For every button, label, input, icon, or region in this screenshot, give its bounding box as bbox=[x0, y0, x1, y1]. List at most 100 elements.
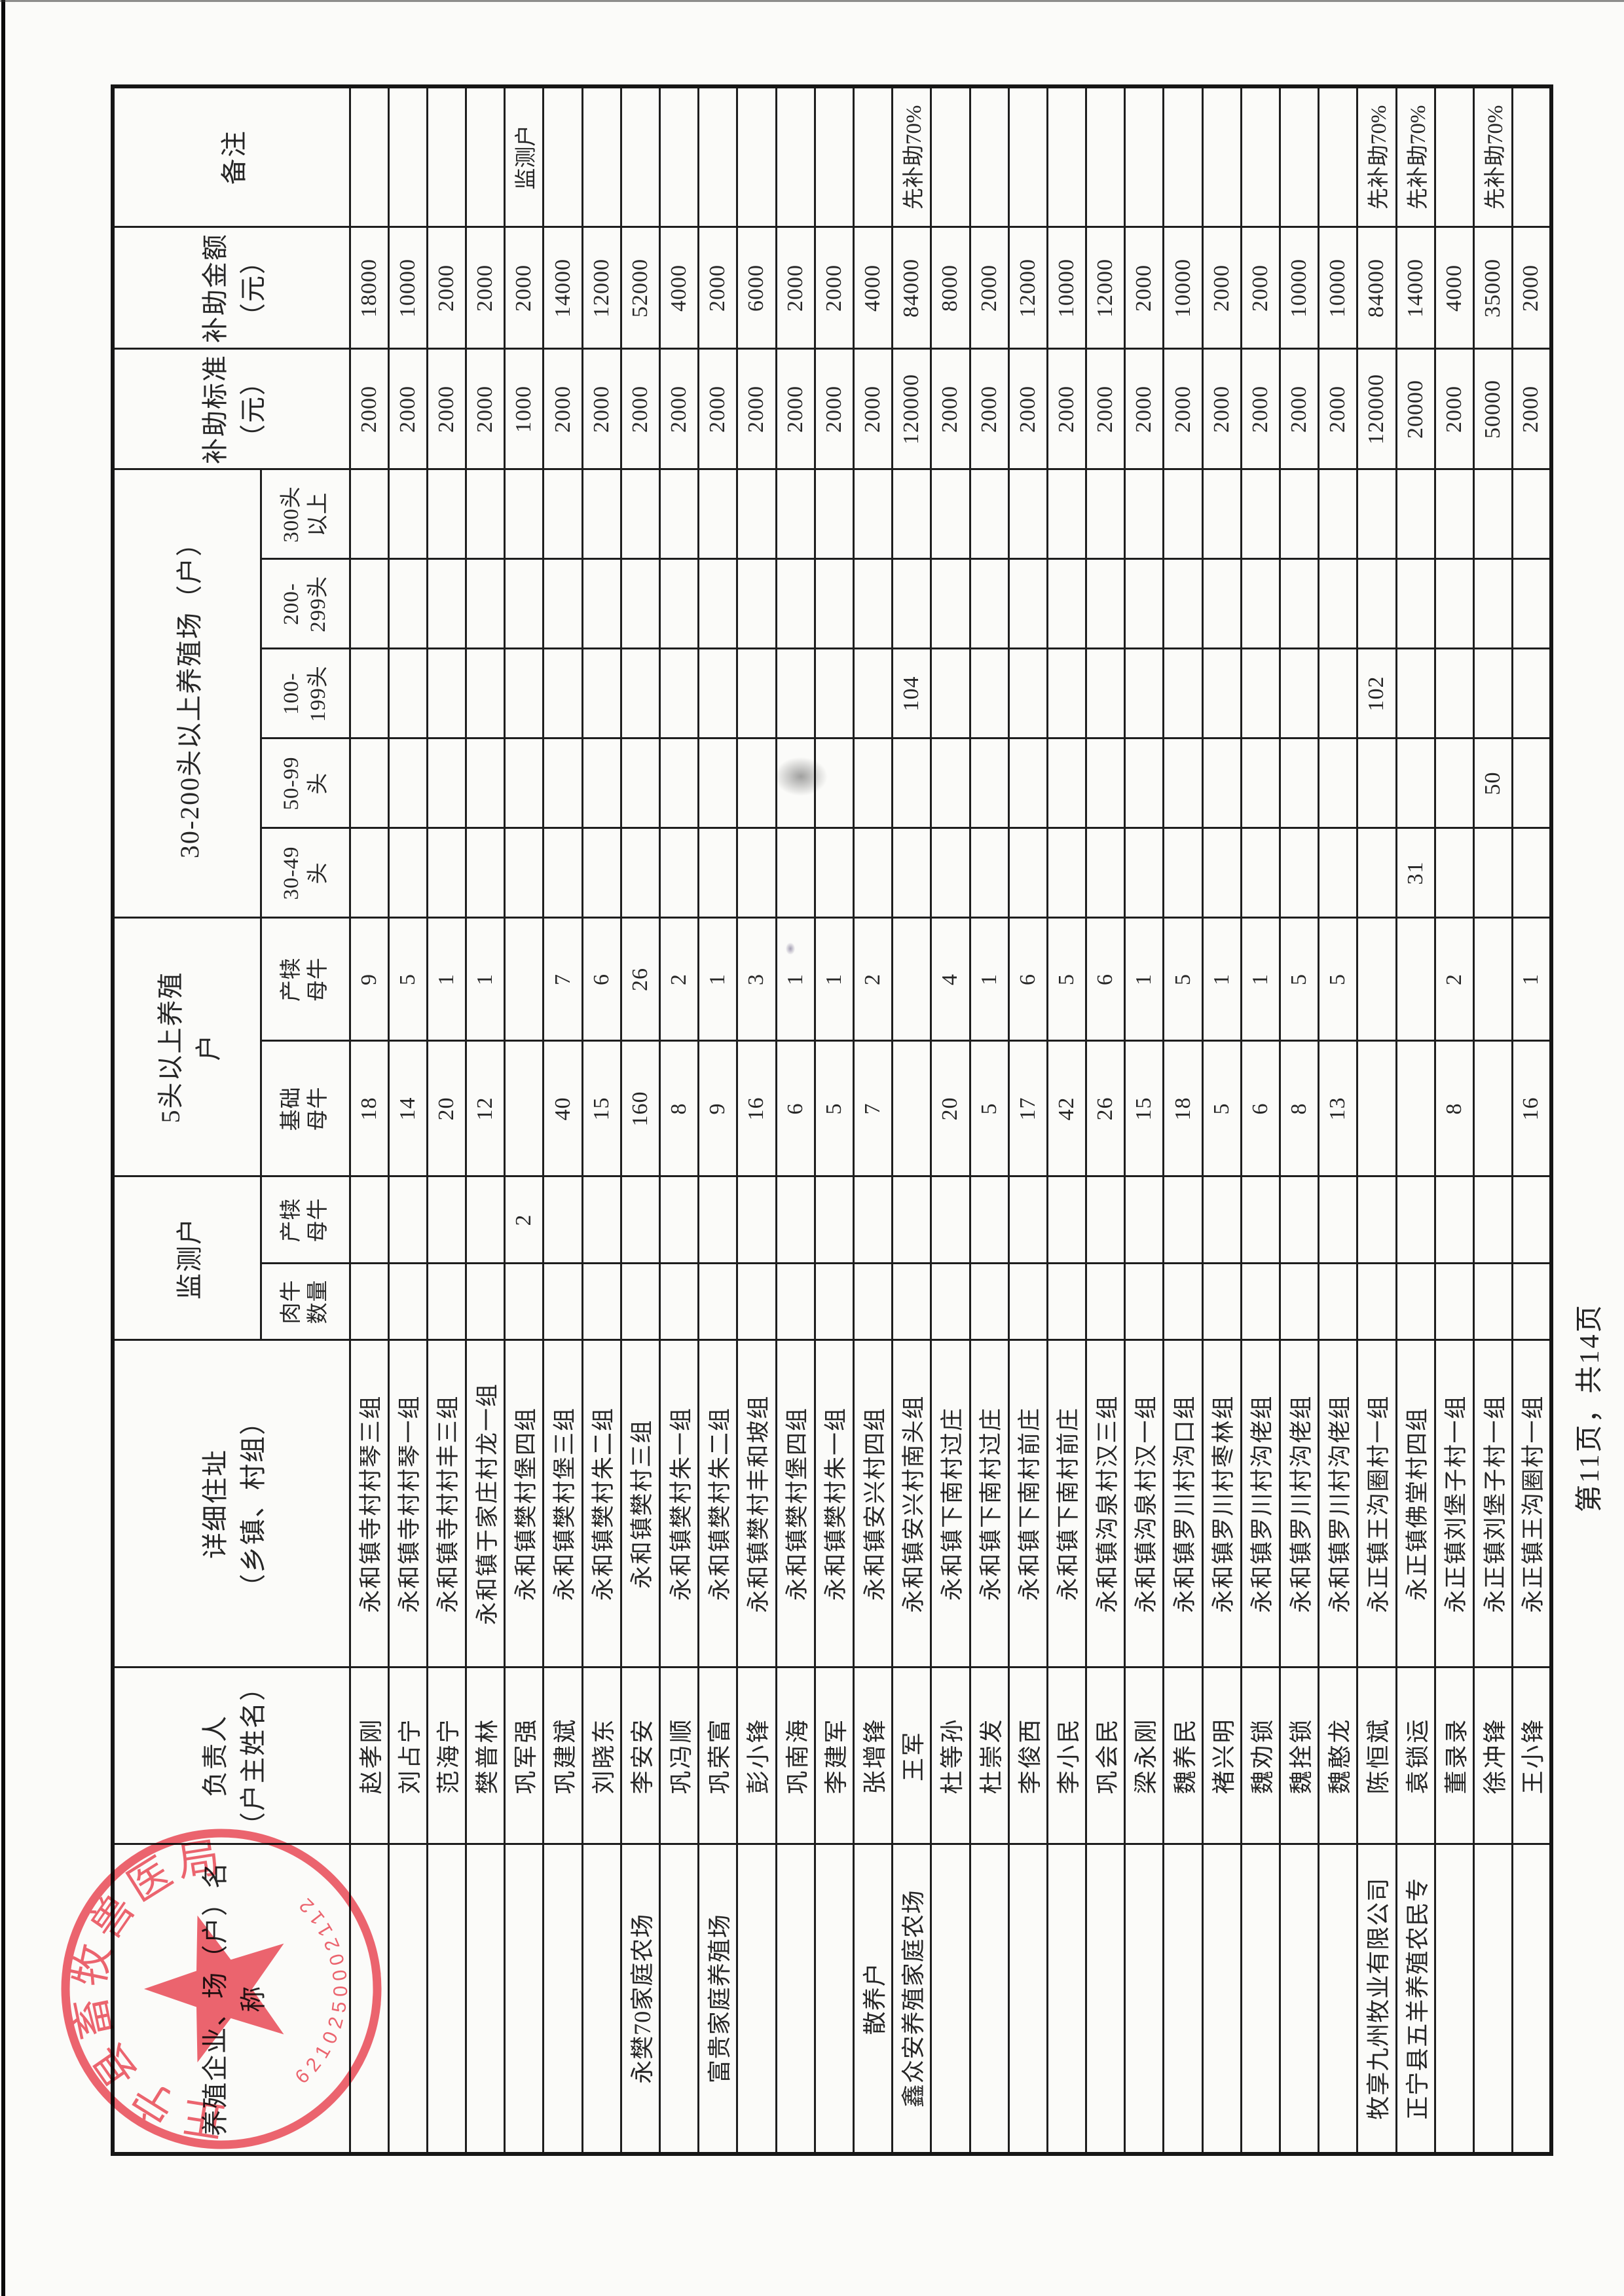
table-row: 杜等孙 永和镇下南村过庄 20 4 2000 8000 bbox=[931, 86, 970, 2154]
cell-remark bbox=[931, 86, 970, 227]
cell-standard: 20000 bbox=[1396, 348, 1435, 469]
cell-address: 永和镇樊村丰和坡组 bbox=[737, 1340, 777, 1667]
cell-calf-cows: 9 bbox=[350, 918, 389, 1041]
cell-address: 永正镇佛堂村四组 bbox=[1396, 1340, 1435, 1667]
cell-monitor-beef bbox=[776, 1264, 815, 1340]
cell-h300-plus bbox=[970, 469, 1009, 559]
cell-h100-199 bbox=[427, 649, 466, 738]
cell-standard: 120000 bbox=[892, 348, 931, 469]
cell-h200-299 bbox=[970, 559, 1009, 649]
cell-farmer: 李安安 bbox=[621, 1667, 660, 1844]
stamp-ring bbox=[61, 1829, 382, 2149]
cell-h30-49 bbox=[621, 828, 660, 918]
cell-monitor-calf bbox=[698, 1176, 737, 1264]
cell-h100-199 bbox=[970, 649, 1009, 738]
cell-amount: 14000 bbox=[1396, 227, 1435, 349]
cell-amount: 4000 bbox=[1435, 227, 1474, 349]
table-row: 魏养民 永和镇罗川村沟口组 18 5 2000 10000 bbox=[1163, 86, 1203, 2154]
cell-calf-cows: 5 bbox=[1280, 918, 1319, 1041]
cell-remark bbox=[466, 86, 505, 227]
cell-h200-299 bbox=[466, 559, 505, 649]
cell-calf-cows: 1 bbox=[1202, 918, 1242, 1041]
cell-h30-49 bbox=[1280, 828, 1319, 918]
cell-h300-plus bbox=[853, 469, 893, 559]
cell-calf-cows: 2 bbox=[853, 918, 893, 1041]
cell-farmer: 巩南海 bbox=[776, 1667, 815, 1844]
cell-h300-plus bbox=[1124, 469, 1164, 559]
cell-calf-cows: 1 bbox=[1124, 918, 1164, 1041]
header-scale-group: 30-200头以上养殖场（户） bbox=[113, 469, 261, 918]
table-row: 巩军强 永和镇樊村堡四组 2 1000 2000 监测户 bbox=[504, 86, 544, 2154]
cell-calf-cows: 26 bbox=[621, 918, 660, 1041]
cell-h30-49 bbox=[388, 828, 428, 918]
cell-calf-cows bbox=[1357, 918, 1397, 1041]
cell-basic-cows: 15 bbox=[582, 1041, 621, 1176]
cell-h100-199 bbox=[815, 649, 854, 738]
cell-address: 永正镇王沟圈村一组 bbox=[1357, 1340, 1397, 1667]
cell-h50-99 bbox=[582, 738, 621, 828]
cell-address: 永和镇寺村村琴一组 bbox=[388, 1340, 428, 1667]
cell-h300-plus bbox=[1008, 469, 1048, 559]
cell-farmer: 魏憨龙 bbox=[1318, 1667, 1357, 1844]
cell-amount: 35000 bbox=[1473, 227, 1513, 349]
cell-farm-name bbox=[931, 1844, 970, 2154]
cell-farmer: 巩建斌 bbox=[543, 1667, 583, 1844]
cell-amount: 2000 bbox=[427, 227, 466, 349]
cell-monitor-beef bbox=[350, 1264, 389, 1340]
cell-monitor-beef bbox=[543, 1264, 583, 1340]
cell-h100-199 bbox=[1280, 649, 1319, 738]
cell-monitor-calf bbox=[1202, 1176, 1242, 1264]
cell-h50-99 bbox=[1357, 738, 1397, 828]
cell-h300-plus bbox=[931, 469, 970, 559]
cell-basic-cows: 5 bbox=[815, 1041, 854, 1176]
cell-monitor-calf bbox=[1435, 1176, 1474, 1264]
cell-h50-99 bbox=[621, 738, 660, 828]
cell-monitor-calf bbox=[737, 1176, 777, 1264]
cell-standard: 2000 bbox=[776, 348, 815, 469]
cell-monitor-calf bbox=[931, 1176, 970, 1264]
cell-remark bbox=[1163, 86, 1203, 227]
cell-basic-cows: 8 bbox=[1280, 1041, 1319, 1176]
table-row: 巩会民 永和镇沟泉村汉三组 26 6 2000 12000 bbox=[1086, 86, 1125, 2154]
cell-calf-cows: 1 bbox=[698, 918, 737, 1041]
cell-standard: 2000 bbox=[931, 348, 970, 469]
cell-farm-name bbox=[543, 1844, 583, 2154]
cell-h300-plus bbox=[350, 469, 389, 559]
cell-h30-49 bbox=[659, 828, 699, 918]
cell-farm-name: 正宁县五羊养殖农民专 bbox=[1396, 1844, 1435, 2154]
cell-monitor-beef bbox=[466, 1264, 505, 1340]
table-row: 鑫众安养殖家庭农场 王军 永和镇安兴村南头组 104 120000 84000 先补助70% bbox=[892, 86, 931, 2154]
cell-h300-plus bbox=[582, 469, 621, 559]
cell-basic-cows bbox=[1473, 1041, 1513, 1176]
cell-amount: 2000 bbox=[1124, 227, 1164, 349]
cell-amount: 12000 bbox=[1086, 227, 1125, 349]
cell-farm-name bbox=[1241, 1844, 1280, 2154]
scan-edge-artifact-left bbox=[1, 0, 5, 2296]
cell-remark bbox=[1086, 86, 1125, 227]
cell-remark: 监测户 bbox=[504, 86, 544, 227]
table-row: 正宁县五羊养殖农民专 袁锁运 永正镇佛堂村四组 31 20000 14000 先补助70% bbox=[1396, 86, 1435, 2154]
cell-standard: 2000 bbox=[853, 348, 893, 469]
cell-amount: 10000 bbox=[1318, 227, 1357, 349]
table-row: 李小民 永和镇下南村前庄 42 5 2000 10000 bbox=[1047, 86, 1086, 2154]
cell-standard: 2000 bbox=[1202, 348, 1242, 469]
cell-address: 永和镇罗川村沟佬组 bbox=[1280, 1340, 1319, 1667]
cell-monitor-calf bbox=[582, 1176, 621, 1264]
cell-standard: 2000 bbox=[621, 348, 660, 469]
cell-monitor-beef bbox=[1435, 1264, 1474, 1340]
cell-calf-cows: 1 bbox=[970, 918, 1009, 1041]
cell-standard: 2000 bbox=[698, 348, 737, 469]
cell-farmer: 范海宁 bbox=[427, 1667, 466, 1844]
cell-remark bbox=[543, 86, 583, 227]
cell-h30-49 bbox=[1124, 828, 1164, 918]
cell-basic-cows bbox=[892, 1041, 931, 1176]
header-standard: 补助标准 （元） bbox=[113, 348, 350, 469]
cell-h300-plus bbox=[1435, 469, 1474, 559]
cell-calf-cows: 1 bbox=[815, 918, 854, 1041]
cell-address: 永和镇寺村村琴三组 bbox=[350, 1340, 389, 1667]
table-row: 李建军 永和镇樊村朱一组 5 1 2000 2000 bbox=[815, 86, 854, 2154]
cell-monitor-beef bbox=[1396, 1264, 1435, 1340]
cell-amount: 8000 bbox=[931, 227, 970, 349]
cell-farm-name bbox=[504, 1844, 544, 2154]
cell-h50-99 bbox=[853, 738, 893, 828]
